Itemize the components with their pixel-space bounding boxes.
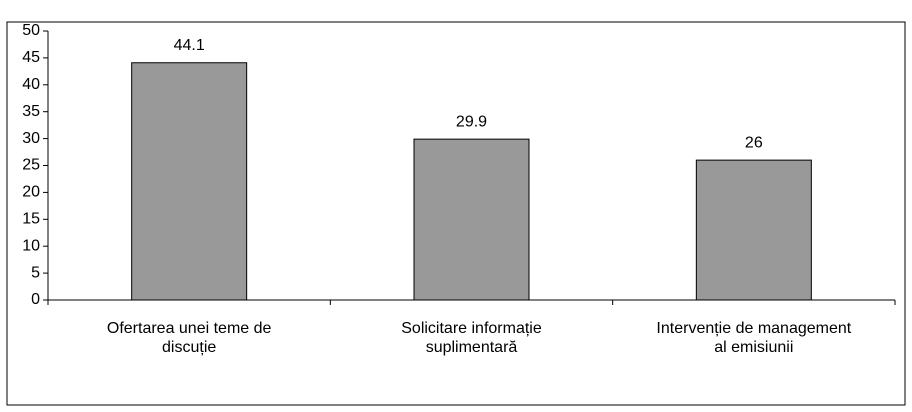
y-tick-label: 15 [22, 211, 40, 228]
y-tick-label: 30 [22, 130, 40, 147]
y-tick-label: 35 [22, 103, 40, 120]
y-tick-label: 20 [22, 184, 40, 201]
x-tick-label: Solicitare informație suplimentară [401, 320, 542, 356]
x-tick-label: Intervenție de management al emisiunii [656, 320, 852, 356]
bar [695, 159, 812, 301]
y-tick-label: 0 [31, 291, 40, 308]
data-label: 26 [745, 134, 763, 151]
y-tick-label: 25 [22, 157, 40, 174]
data-label: 44.1 [174, 37, 205, 54]
y-tick-label: 10 [22, 237, 40, 254]
y-tick-label: 40 [22, 76, 40, 93]
y-tick-label: 45 [22, 49, 40, 66]
x-tick-label: Ofertarea unei teme de discuție [106, 320, 272, 356]
bar [131, 62, 248, 301]
y-tick-label: 5 [31, 264, 40, 281]
y-tick-label: 50 [22, 22, 40, 39]
bar [413, 138, 530, 301]
data-label: 29.9 [456, 113, 487, 130]
